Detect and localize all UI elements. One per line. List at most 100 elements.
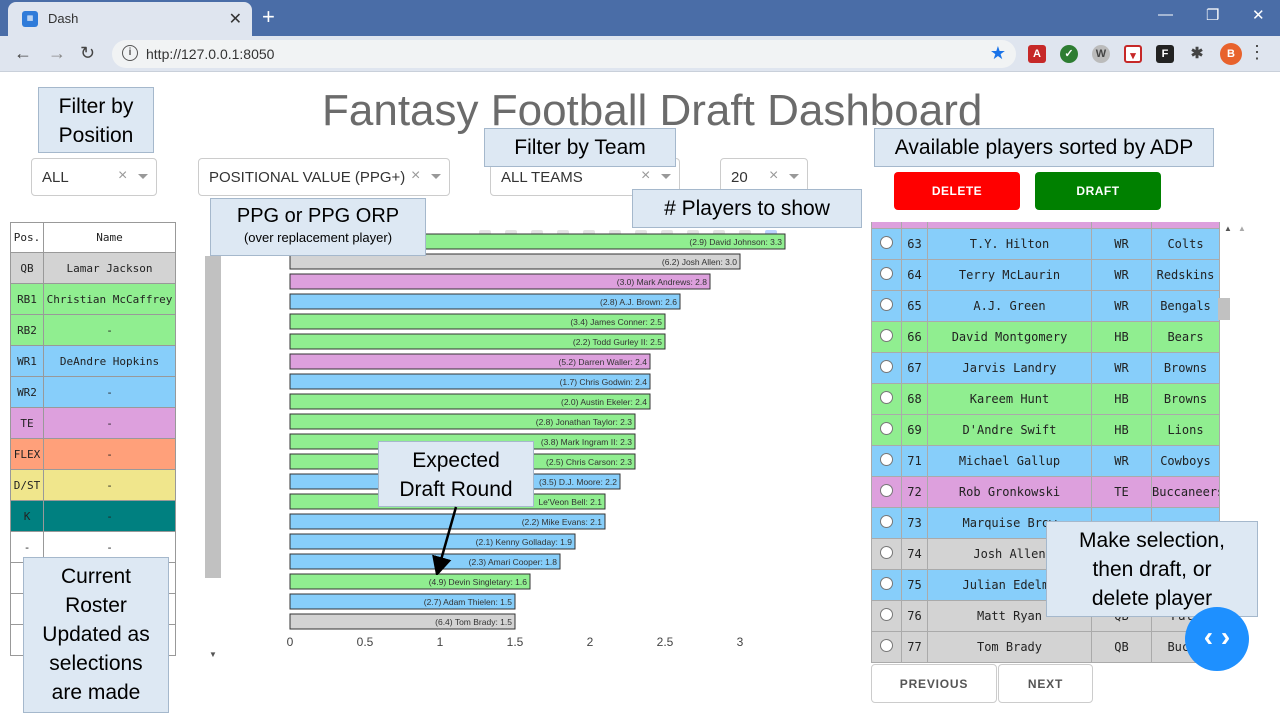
radio-cell[interactable] [871,445,902,477]
chart-bar[interactable] [289,273,711,290]
chart-bar[interactable] [289,253,741,270]
chevron-down-icon[interactable] [789,174,799,179]
select-radio[interactable] [880,453,893,466]
radio-cell[interactable] [871,476,902,508]
players-scroll-thumb[interactable] [1218,298,1230,320]
chart-bar[interactable] [289,393,651,410]
chart-bar[interactable] [289,413,636,430]
player-row[interactable]: 69 D'Andre Swift HB Lions [871,414,1220,446]
pocket-extension-icon[interactable]: ▾ [1124,45,1142,63]
player-row[interactable]: 63 T.Y. Hilton WR Colts [871,228,1220,260]
pdf-extension-icon[interactable]: A [1028,45,1046,63]
select-radio[interactable] [880,236,893,249]
url-bar[interactable]: i http://127.0.0.1:8050 ★ [112,40,1016,68]
clear-icon[interactable]: × [118,167,128,184]
player-row[interactable]: 67 Jarvis Landry WR Browns [871,352,1220,384]
w-extension-icon[interactable]: W [1092,45,1110,63]
chart-bar[interactable] [289,333,666,350]
players-scrollbar[interactable]: ▲ ▲ [1218,222,1248,664]
player-name-cell: A.J. Green [927,290,1092,322]
chart-bar[interactable] [289,613,516,630]
chart-bar[interactable] [289,553,561,570]
delete-button[interactable]: DELETE [894,172,1020,210]
radio-cell[interactable] [871,414,902,446]
browser-menu-icon[interactable]: ⋮ [1248,42,1266,62]
previous-button[interactable]: PREVIOUS [871,664,997,703]
window-close-button[interactable]: ✕ [1252,7,1265,24]
radio-cell[interactable] [871,259,902,291]
site-info-icon[interactable]: i [122,45,138,61]
chart-bar[interactable] [289,513,606,530]
browser-tab[interactable]: ▦ Dash ✕ [8,2,252,36]
radio-cell[interactable] [871,352,902,384]
select-radio[interactable] [880,639,893,652]
chart-bar[interactable] [289,593,516,610]
radio-cell[interactable] [871,321,902,353]
chevron-down-icon[interactable] [431,174,441,179]
chart-bar[interactable] [289,573,531,590]
reload-button[interactable]: ↻ [80,43,96,63]
clear-icon[interactable]: × [411,167,421,184]
player-rank-cell: 65 [901,290,928,322]
select-radio[interactable] [880,267,893,280]
scroll-up-arrow-icon[interactable]: ▲ [1238,224,1246,233]
player-rank-cell: 77 [901,631,928,663]
select-radio[interactable] [880,577,893,590]
player-row[interactable]: 64 Terry McLaurin WR Redskins [871,259,1220,291]
select-radio[interactable] [880,608,893,621]
player-row[interactable]: 68 Kareem Hunt HB Browns [871,383,1220,415]
chevron-down-icon[interactable] [138,174,148,179]
chart-bar[interactable] [289,313,666,330]
chart-bar[interactable] [289,533,576,550]
bar-data-label: (1.7) Chris Godwin: 2.4 [560,377,648,387]
bookmark-star-icon[interactable]: ★ [989,43,1006,63]
minimize-button[interactable]: — [1158,6,1173,23]
chart-bar[interactable] [289,353,651,370]
player-row[interactable]: 65 A.J. Green WR Bengals [871,290,1220,322]
player-row[interactable]: 72 Rob Gronkowski TE Buccaneers [871,476,1220,508]
tab-close-icon[interactable]: ✕ [228,11,242,28]
f-extension-icon[interactable]: F [1156,45,1174,63]
new-tab-button[interactable]: + [262,4,275,29]
radio-cell[interactable] [871,383,902,415]
scroll-down-arrow-icon[interactable]: ▼ [209,650,217,659]
forward-button[interactable]: → [48,43,66,63]
chart-scrollbar[interactable]: ▼ [205,222,221,662]
select-radio[interactable] [880,329,893,342]
next-button[interactable]: NEXT [998,664,1093,703]
radio-cell[interactable] [871,228,902,260]
clear-icon[interactable]: × [641,167,651,184]
scroll-up-arrow-icon[interactable]: ▲ [1224,224,1232,233]
check-extension-icon[interactable]: ✓ [1060,45,1078,63]
player-row[interactable]: 71 Michael Gallup WR Cowboys [871,445,1220,477]
radio-cell[interactable] [871,600,902,632]
radio-cell[interactable] [871,631,902,663]
select-radio[interactable] [880,298,893,311]
metric-dropdown[interactable]: POSITIONAL VALUE (PPG+) × [198,158,450,196]
restore-button[interactable]: ❐ [1206,7,1220,24]
clear-icon[interactable]: × [769,167,779,184]
select-radio[interactable] [880,484,893,497]
select-radio[interactable] [880,515,893,528]
chart-bar[interactable] [289,373,651,390]
select-radio[interactable] [880,422,893,435]
chart-bar[interactable] [289,293,681,310]
position-dropdown[interactable]: ALL × [31,158,157,196]
select-radio[interactable] [880,546,893,559]
radio-cell[interactable] [871,538,902,570]
back-button[interactable]: ← [14,43,32,63]
select-radio[interactable] [880,360,893,373]
chevron-down-icon[interactable] [661,174,671,179]
code-toggle-button[interactable]: ‹ › [1185,607,1249,671]
radio-cell[interactable] [871,290,902,322]
puzzle-extensions-icon[interactable]: ✱ [1190,45,1204,62]
radio-cell[interactable] [871,569,902,601]
player-row[interactable]: 66 David Montgomery HB Bears [871,321,1220,353]
chart-scroll-thumb[interactable] [205,256,221,578]
radio-cell[interactable] [871,507,902,539]
select-radio[interactable] [880,391,893,404]
profile-avatar[interactable]: B [1220,43,1242,65]
draft-button[interactable]: DRAFT [1035,172,1161,210]
